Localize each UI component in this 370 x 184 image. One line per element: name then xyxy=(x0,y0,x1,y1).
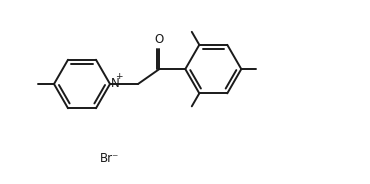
Text: +: + xyxy=(115,72,123,82)
Text: O: O xyxy=(155,33,164,46)
Text: Br⁻: Br⁻ xyxy=(100,153,120,165)
Text: N: N xyxy=(111,77,120,90)
